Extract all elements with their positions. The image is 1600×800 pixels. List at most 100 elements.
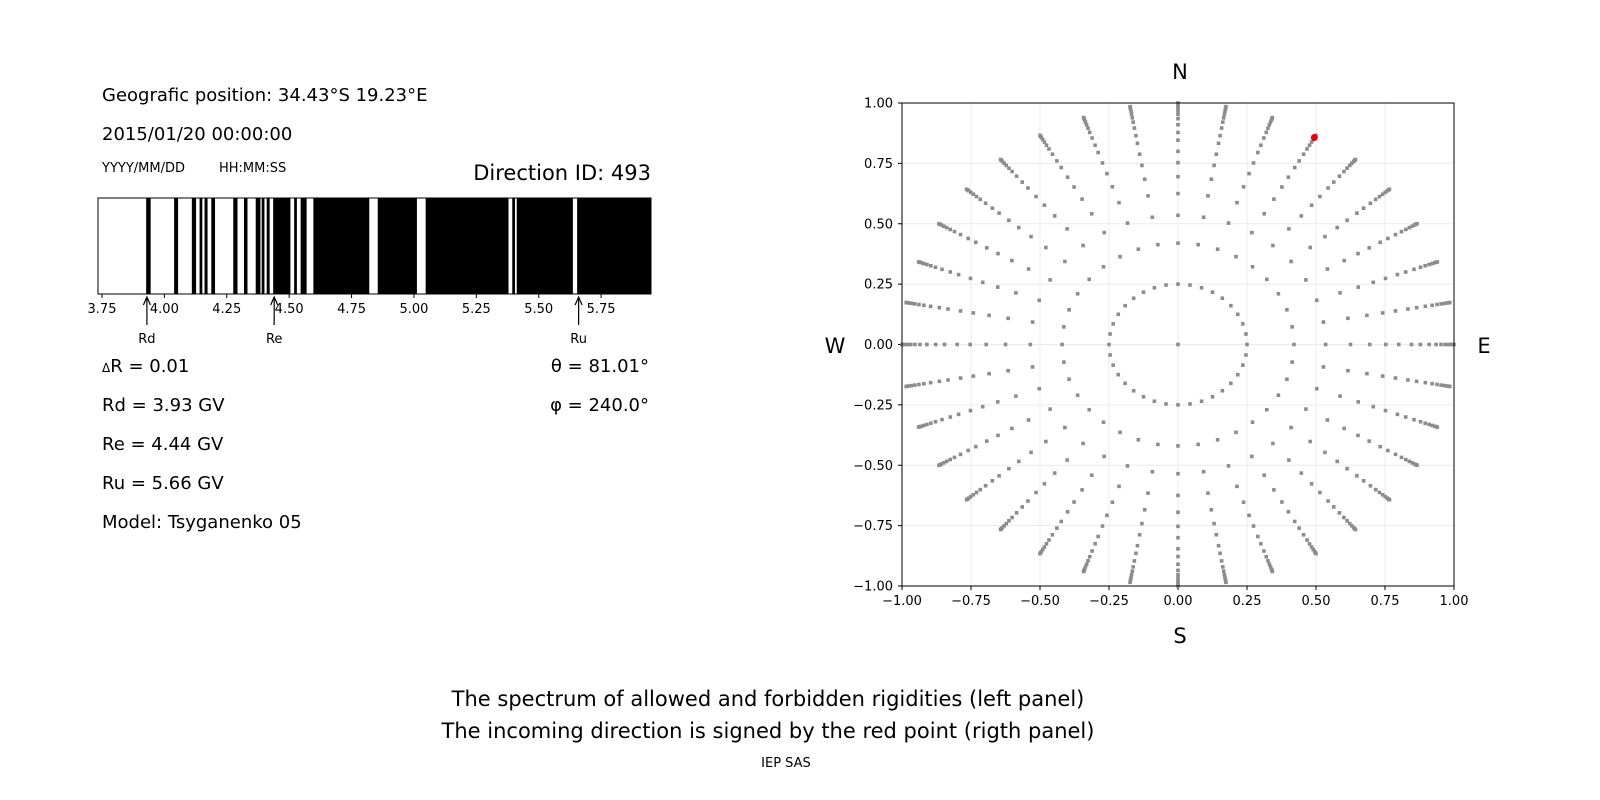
data-point: [980, 404, 985, 409]
data-point: [1434, 342, 1438, 347]
data-point: [940, 417, 944, 422]
data-point: [916, 260, 921, 264]
data-point: [1210, 290, 1215, 295]
data-point: [1059, 519, 1064, 524]
delta-r-value: R = 0.01: [110, 356, 190, 377]
data-point: [1355, 474, 1359, 478]
data-point: [1065, 227, 1069, 231]
data-point: [1129, 572, 1134, 577]
data-point: [1129, 575, 1133, 580]
data-point: [964, 187, 969, 192]
data-point: [1267, 562, 1272, 566]
data-point: [1176, 524, 1180, 529]
spectrum-band: [377, 198, 417, 294]
data-point: [1026, 186, 1030, 190]
data-point: [1084, 562, 1089, 566]
data-point: [1176, 444, 1180, 448]
data-point: [1335, 459, 1340, 464]
spectrum-band: [243, 198, 248, 294]
data-point: [974, 194, 979, 199]
data-point: [1131, 120, 1135, 124]
data-point: [973, 240, 978, 245]
data-point: [1383, 276, 1388, 281]
data-point: [1314, 298, 1319, 303]
data-point: [929, 421, 933, 426]
data-point: [1406, 378, 1410, 382]
data-point: [1037, 298, 1042, 303]
data-point: [1285, 377, 1289, 381]
data-point: [1081, 441, 1085, 446]
data-point: [1164, 402, 1168, 406]
data-point: [1403, 227, 1408, 232]
data-point: [1125, 464, 1130, 468]
data-point: [1212, 521, 1216, 526]
data-point: [1140, 521, 1144, 526]
data-point: [1010, 515, 1014, 520]
data-point: [1142, 507, 1147, 512]
data-point: [1042, 140, 1047, 144]
data-point: [1063, 259, 1067, 264]
data-point: [1430, 303, 1434, 308]
data-point: [1393, 232, 1398, 237]
data-point: [948, 227, 953, 232]
data-point: [971, 374, 976, 378]
data-point: [1086, 558, 1090, 563]
data-point: [1318, 194, 1322, 199]
data-point: [1439, 302, 1443, 306]
data-point: [1110, 184, 1115, 189]
data-point: [1142, 177, 1147, 182]
data-point: [1305, 147, 1309, 151]
data-point: [968, 276, 973, 281]
data-point: [998, 527, 1003, 532]
data-point: [1323, 450, 1327, 455]
data-point: [1266, 558, 1270, 563]
data-point: [1134, 551, 1138, 556]
data-point: [1042, 545, 1047, 549]
data-point: [1206, 194, 1210, 198]
data-point: [1256, 534, 1260, 539]
data-point: [1196, 442, 1200, 447]
data-point: [1087, 130, 1092, 135]
data-point: [1308, 439, 1312, 444]
data-point: [1371, 404, 1376, 409]
data-point: [1030, 365, 1035, 369]
compass-north: N: [1172, 60, 1188, 84]
data-point: [1403, 457, 1408, 462]
data-point: [1244, 332, 1248, 336]
spectrum-frame: [97, 197, 652, 295]
spectrum-tick-label: 5.75: [587, 302, 616, 317]
data-point: [1325, 267, 1330, 271]
data-point: [1107, 342, 1111, 347]
data-point: [1081, 115, 1086, 120]
data-point: [1361, 478, 1366, 483]
data-point: [1342, 258, 1346, 263]
data-point: [1221, 120, 1225, 124]
data-point: [1435, 382, 1439, 387]
spectrum-tick-label: 4.50: [275, 302, 304, 317]
data-point: [1250, 454, 1254, 459]
spectrum-band: [199, 198, 203, 294]
data-point: [1132, 126, 1137, 130]
data-point: [1188, 283, 1192, 287]
data-point: [1141, 290, 1146, 295]
data-point: [1150, 469, 1155, 474]
data-point: [1176, 106, 1180, 110]
data-point: [1156, 242, 1160, 247]
data-point: [1096, 534, 1100, 539]
data-point: [984, 342, 988, 347]
data-point: [1286, 175, 1291, 179]
data-point: [955, 342, 959, 347]
data-point: [1356, 400, 1361, 404]
data-point: [1305, 538, 1309, 542]
data-point: [1442, 383, 1447, 388]
data-point: [1245, 342, 1249, 347]
delta-r: ΔR = 0.01: [102, 358, 189, 376]
data-point: [1412, 417, 1416, 422]
y-tick-label: 0.50: [864, 217, 893, 232]
spectrum-tick-label: 5.25: [462, 302, 491, 317]
data-point: [1006, 316, 1010, 321]
data-point: [1335, 225, 1340, 230]
data-point: [1062, 360, 1066, 364]
data-point: [1262, 136, 1266, 140]
data-point: [1406, 307, 1410, 311]
